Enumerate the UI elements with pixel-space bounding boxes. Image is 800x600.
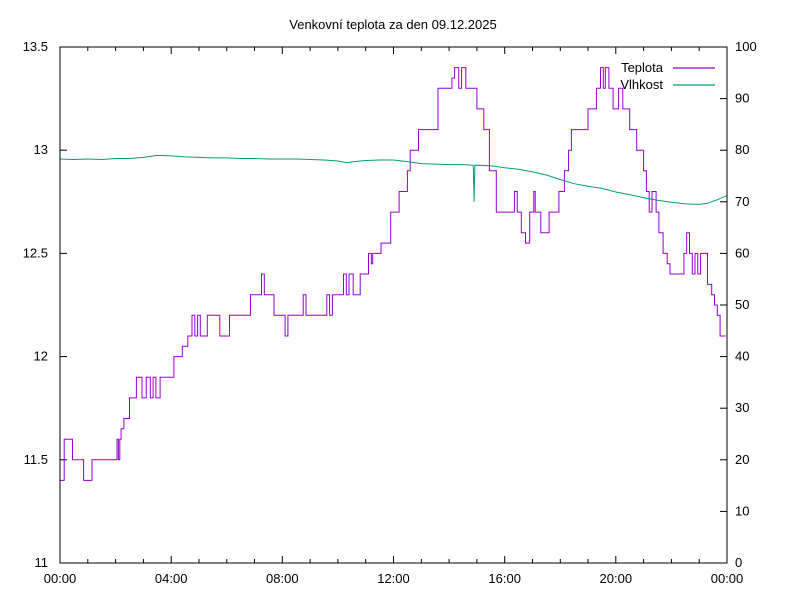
y-left-tick-label: 13.5 (23, 39, 48, 54)
series-vlhkost-line (59, 154, 728, 205)
y-right-tick-label: 80 (735, 142, 749, 157)
legend-label-teplota: Teplota (621, 60, 664, 75)
y-right-tick-label: 30 (735, 400, 749, 415)
x-tick-label: 20:00 (600, 571, 633, 586)
x-tick-label: 00:00 (44, 571, 77, 586)
legend: Teplota Vlhkost (620, 60, 715, 92)
data-series (59, 67, 728, 481)
chart-title: Venkovní teplota za den 09.12.2025 (289, 17, 496, 32)
legend-label-vlhkost: Vlhkost (620, 77, 663, 92)
y-right-tick-label: 0 (735, 555, 742, 570)
series-teplota-line (60, 67, 726, 481)
y-left-tick-label: 11.5 (24, 452, 48, 467)
y-right-tick-label: 60 (735, 245, 749, 260)
x-tick-label: 04:00 (155, 571, 188, 586)
y-right-tick-label: 100 (735, 39, 757, 54)
x-tick-label: 08:00 (266, 571, 299, 586)
y-right-tick-label: 90 (735, 91, 749, 106)
y-left-tick-label: 13 (34, 142, 48, 157)
y-left-tick-label: 12 (34, 349, 48, 364)
x-tick-label: 12:00 (377, 571, 410, 586)
y-right-tick-label: 10 (735, 503, 749, 518)
plot-border (59, 46, 728, 564)
y-right-tick-label: 50 (735, 297, 749, 312)
y-right-tick-label: 20 (735, 452, 749, 467)
y-right-tick-label: 40 (735, 349, 749, 364)
y-left-tick-label: 11 (35, 555, 49, 570)
x-tick-label: 00:00 (711, 571, 744, 586)
y-left-tick-label: 12.5 (23, 245, 48, 260)
x-tick-label: 16:00 (488, 571, 521, 586)
axis-ticks: 00:00 04:00 08:00 12:00 16:00 20:00 00:001111.… (23, 39, 757, 586)
y-right-tick-label: 70 (735, 194, 749, 209)
